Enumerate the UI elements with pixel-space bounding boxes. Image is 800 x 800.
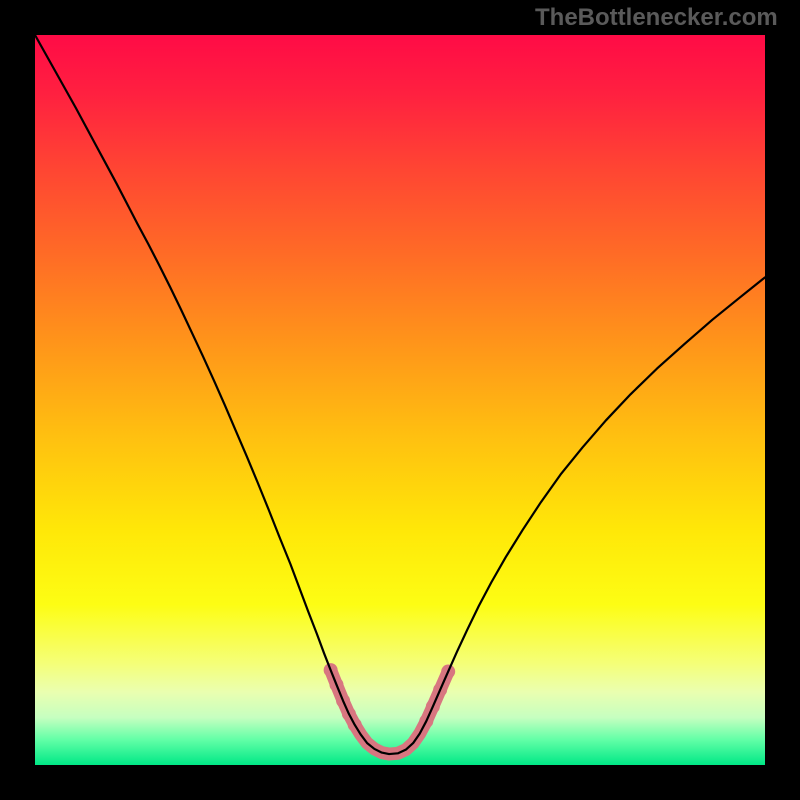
chart-container: TheBottlenecker.com: [0, 0, 800, 800]
plot-background: [35, 35, 765, 765]
watermark-text: TheBottlenecker.com: [535, 4, 778, 32]
bottleneck-curve-chart: [0, 0, 800, 800]
